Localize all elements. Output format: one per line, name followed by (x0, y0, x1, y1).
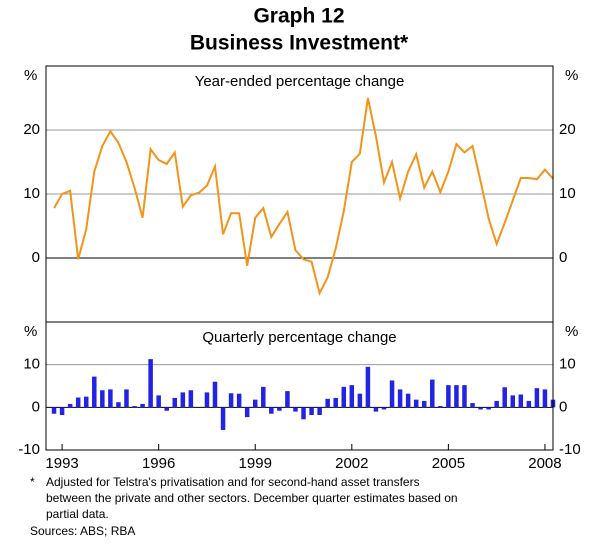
bar (454, 385, 459, 408)
x-tick-label: 1996 (142, 455, 175, 472)
y-tick-label: -10 (18, 441, 40, 458)
y2-tick-label: 0 (559, 398, 567, 415)
bar (381, 407, 387, 410)
bar (277, 407, 282, 411)
panel-title: Quarterly percentage change (202, 329, 396, 346)
bar (542, 389, 548, 408)
bar (413, 399, 419, 408)
bar (293, 407, 298, 412)
bar (83, 396, 89, 408)
bar (156, 395, 161, 408)
bar (124, 389, 129, 408)
footnote-marker: * (30, 475, 35, 489)
bar (518, 394, 524, 408)
y2-tick-label: 0 (559, 249, 567, 266)
sources: Sources: ABS; RBA (30, 524, 135, 538)
bar (317, 407, 322, 416)
bar (397, 389, 403, 408)
unit-label: % (565, 323, 578, 340)
bar (75, 397, 81, 408)
y-tick-label: 20 (23, 121, 40, 138)
bar (462, 385, 467, 408)
bar (269, 407, 274, 414)
bar (172, 397, 178, 408)
y-tick-label: 0 (32, 398, 40, 415)
y2-tick-label: 10 (559, 185, 576, 202)
chart-subtitle: Business Investment* (190, 32, 409, 55)
bar (100, 390, 105, 408)
bar (365, 366, 371, 408)
bar (421, 400, 427, 408)
chart-title: Graph 12 (253, 5, 344, 28)
bar (51, 407, 57, 414)
bar (285, 391, 290, 408)
bar (164, 407, 169, 411)
bar (116, 402, 121, 408)
bar (325, 398, 330, 408)
bar (526, 400, 532, 408)
bar (132, 406, 137, 408)
bar (309, 407, 314, 416)
bar (438, 406, 443, 408)
bar (494, 400, 499, 408)
y2-tick-label: -10 (559, 441, 581, 458)
bar (204, 392, 210, 408)
x-tick-label: 2002 (335, 455, 368, 472)
unit-label: % (565, 67, 578, 84)
panel-title: Year-ended percentage change (195, 73, 405, 90)
bar (534, 388, 540, 408)
x-tick-label: 2008 (528, 455, 561, 472)
bar (502, 387, 507, 408)
bar (236, 393, 242, 408)
bar (301, 407, 306, 420)
unit-label: % (24, 67, 37, 84)
bar (261, 386, 266, 408)
line (53, 97, 554, 297)
y-tick-label: 10 (23, 185, 40, 202)
x-tick-label: 1993 (45, 455, 78, 472)
y2-tick-label: 20 (559, 121, 576, 138)
bar (140, 403, 145, 408)
bar (478, 407, 483, 410)
bar (92, 376, 97, 408)
bar (244, 407, 250, 418)
footnote: Adjusted for Telstra's privatisation and… (46, 475, 420, 489)
bar (188, 390, 194, 408)
bar (349, 385, 355, 408)
bar (220, 407, 226, 430)
footnote: between the private and other sectors. D… (46, 491, 458, 505)
bar (180, 392, 186, 408)
bar (389, 380, 395, 408)
unit-label: % (24, 323, 37, 340)
bar (446, 385, 451, 408)
x-tick-label: 1999 (239, 455, 272, 472)
bar (252, 399, 258, 408)
bar (405, 393, 411, 408)
x-tick-label: 2005 (432, 455, 465, 472)
bar (341, 386, 347, 408)
y-tick-label: 0 (32, 249, 40, 266)
bar (373, 407, 379, 412)
plot-border (45, 321, 554, 451)
footnote: partial data. (46, 507, 109, 521)
y2-tick-label: 10 (559, 356, 576, 373)
bar (357, 393, 363, 408)
bar (108, 389, 113, 408)
y-tick-label: 10 (23, 356, 40, 373)
bar (67, 403, 73, 408)
bar (212, 381, 218, 408)
bar (486, 407, 491, 410)
bar (333, 397, 338, 408)
bar (470, 403, 475, 408)
bar (148, 359, 153, 408)
bar (59, 407, 65, 416)
bar (510, 395, 516, 408)
bar (430, 379, 435, 408)
bar (228, 393, 234, 408)
